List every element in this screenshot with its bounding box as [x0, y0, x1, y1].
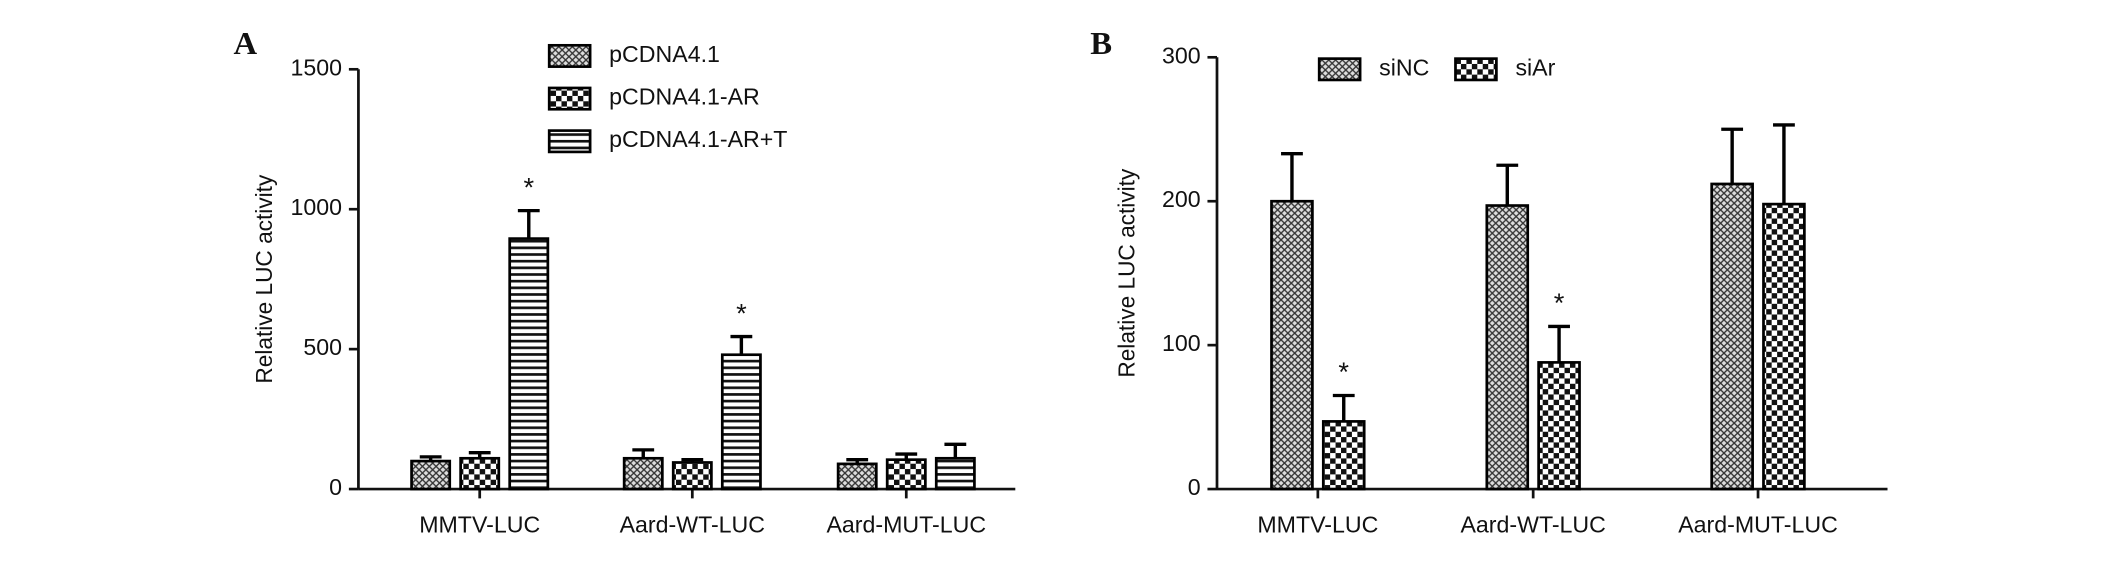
legend-label: pCDNA4.1-AR: [609, 84, 760, 110]
x-tick-label: MMTV-LUC: [419, 512, 540, 538]
legend-label: siNC: [1379, 55, 1429, 81]
bar: [459, 456, 501, 491]
bar: [1537, 361, 1581, 491]
y-tick-label: 300: [1162, 43, 1201, 69]
error-bar: [419, 455, 442, 462]
significance-mark: *: [1554, 288, 1565, 318]
y-tick-label: 500: [303, 334, 342, 360]
error-bar: [517, 208, 540, 239]
x-tick-label: MMTV-LUC: [1257, 512, 1378, 538]
significance-mark: *: [736, 299, 747, 329]
y-tick-label: 0: [1188, 474, 1201, 500]
y-axis-label: Relative LUC activity: [251, 174, 277, 383]
error-bar: [1548, 324, 1570, 363]
error-bar: [895, 452, 918, 460]
y-axis-label: Relative LUC activity: [1113, 168, 1139, 377]
x-tick-label: Aard-WT-LUC: [1460, 512, 1605, 538]
error-bar: [1721, 127, 1744, 184]
legend-label: pCDNA4.1-AR+T: [609, 126, 787, 152]
bar: [1485, 204, 1530, 491]
bar: [1762, 202, 1806, 491]
error-bar: [944, 442, 967, 459]
y-tick-label: 200: [1162, 186, 1201, 212]
bar: [836, 462, 878, 491]
legend-swatch: [547, 86, 592, 111]
error-bar: [1773, 123, 1795, 205]
panel-label: B: [1090, 25, 1112, 61]
error-bar: [1281, 152, 1303, 202]
bar: [934, 456, 976, 491]
y-tick-label: 100: [1162, 330, 1201, 356]
y-tick-label: 0: [329, 474, 342, 500]
legend-swatch: [1454, 57, 1498, 82]
error-bar: [846, 458, 869, 464]
bar: [885, 458, 927, 491]
x-tick-label: Aard-MUT-LUC: [1678, 512, 1838, 538]
legend-swatch: [547, 43, 592, 68]
error-bar: [730, 334, 753, 355]
bar: [1321, 420, 1366, 491]
bar: [671, 461, 713, 491]
error-bar: [1496, 163, 1519, 206]
y-tick-label: 1500: [291, 55, 343, 81]
significance-mark: *: [523, 173, 534, 203]
significance-mark: *: [1338, 357, 1349, 387]
bar: [410, 459, 452, 491]
x-tick-label: Aard-MUT-LUC: [826, 512, 986, 538]
panel-label: A: [233, 25, 257, 61]
legend-swatch: [1317, 57, 1362, 82]
error-bar: [632, 448, 655, 459]
bar: [1270, 199, 1314, 491]
error-bar: [681, 458, 704, 463]
error-bar: [1332, 393, 1355, 422]
x-tick-label: Aard-WT-LUC: [620, 512, 765, 538]
bar: [508, 237, 550, 491]
bar: [720, 353, 762, 491]
bar: [1710, 182, 1754, 491]
legend-swatch: [547, 129, 592, 154]
error-bar: [468, 451, 491, 459]
y-tick-label: 1000: [291, 194, 343, 220]
legend-label: siAr: [1515, 55, 1555, 81]
bar: [622, 456, 664, 491]
legend-label: pCDNA4.1: [609, 41, 720, 67]
